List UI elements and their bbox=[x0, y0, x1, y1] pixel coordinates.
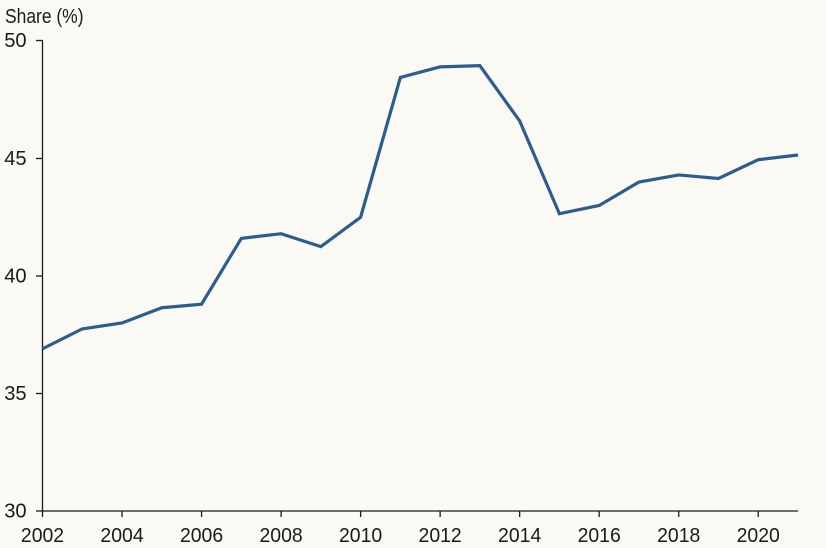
svg-text:35: 35 bbox=[4, 382, 26, 405]
svg-text:45: 45 bbox=[4, 147, 26, 170]
svg-text:2010: 2010 bbox=[339, 524, 382, 547]
svg-text:Share (%): Share (%) bbox=[5, 5, 84, 28]
svg-text:2008: 2008 bbox=[259, 524, 302, 547]
svg-text:2016: 2016 bbox=[578, 524, 621, 547]
svg-text:2004: 2004 bbox=[100, 524, 143, 547]
svg-text:2018: 2018 bbox=[657, 524, 700, 547]
svg-text:2012: 2012 bbox=[419, 524, 462, 547]
svg-text:50: 50 bbox=[4, 29, 26, 52]
svg-text:40: 40 bbox=[4, 265, 26, 288]
svg-text:2020: 2020 bbox=[737, 524, 780, 547]
svg-text:2002: 2002 bbox=[21, 524, 64, 547]
svg-text:2006: 2006 bbox=[180, 524, 223, 547]
svg-text:2014: 2014 bbox=[498, 524, 541, 547]
svg-text:30: 30 bbox=[4, 500, 26, 523]
